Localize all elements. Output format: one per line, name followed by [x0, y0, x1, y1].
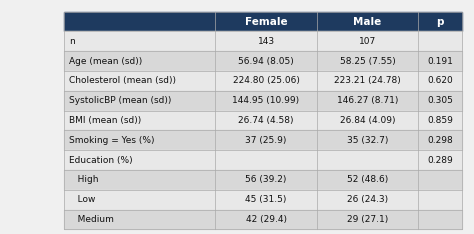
Bar — [64, 111, 215, 130]
Bar — [215, 91, 317, 111]
Bar — [317, 111, 419, 130]
Bar — [215, 150, 317, 170]
Bar — [64, 91, 215, 111]
Bar — [215, 51, 317, 71]
Text: 35 (32.7): 35 (32.7) — [347, 136, 388, 145]
Text: 0.191: 0.191 — [428, 57, 453, 66]
Text: 0.859: 0.859 — [428, 116, 453, 125]
Text: Low: Low — [69, 195, 95, 204]
Bar — [419, 150, 462, 170]
Bar — [215, 190, 317, 209]
Text: 0.298: 0.298 — [428, 136, 453, 145]
Bar — [215, 170, 317, 190]
Text: 107: 107 — [359, 37, 376, 46]
Bar — [317, 71, 419, 91]
Text: 29 (27.1): 29 (27.1) — [347, 215, 388, 224]
Text: 144.95 (10.99): 144.95 (10.99) — [232, 96, 300, 105]
Text: 26.74 (4.58): 26.74 (4.58) — [238, 116, 294, 125]
Text: Male: Male — [354, 17, 382, 27]
Text: 0.305: 0.305 — [428, 96, 453, 105]
Bar — [317, 51, 419, 71]
Text: BMI (mean (sd)): BMI (mean (sd)) — [69, 116, 141, 125]
Bar — [419, 32, 462, 51]
Text: Age (mean (sd)): Age (mean (sd)) — [69, 57, 142, 66]
Bar — [317, 12, 419, 32]
Text: 224.80 (25.06): 224.80 (25.06) — [233, 77, 300, 85]
Text: Smoking = Yes (%): Smoking = Yes (%) — [69, 136, 154, 145]
Text: 0.289: 0.289 — [428, 156, 453, 165]
Bar — [215, 12, 317, 32]
Bar — [419, 209, 462, 229]
Text: 26 (24.3): 26 (24.3) — [347, 195, 388, 204]
Text: 52 (48.6): 52 (48.6) — [347, 175, 388, 184]
Bar — [317, 91, 419, 111]
Text: Cholesterol (mean (sd)): Cholesterol (mean (sd)) — [69, 77, 176, 85]
Text: p: p — [437, 17, 444, 27]
Text: SystolicBP (mean (sd)): SystolicBP (mean (sd)) — [69, 96, 171, 105]
Bar — [215, 32, 317, 51]
Bar — [317, 209, 419, 229]
Bar — [64, 12, 215, 32]
Text: High: High — [69, 175, 98, 184]
Bar — [317, 32, 419, 51]
Text: 42 (29.4): 42 (29.4) — [246, 215, 287, 224]
Bar — [419, 71, 462, 91]
Bar — [419, 12, 462, 32]
Bar — [64, 170, 215, 190]
Bar — [419, 111, 462, 130]
Text: n: n — [69, 37, 74, 46]
Bar — [215, 111, 317, 130]
Text: 56 (39.2): 56 (39.2) — [246, 175, 287, 184]
Bar — [215, 130, 317, 150]
Bar — [64, 150, 215, 170]
Text: 223.21 (24.78): 223.21 (24.78) — [334, 77, 401, 85]
Bar — [64, 71, 215, 91]
Bar — [215, 71, 317, 91]
Bar — [317, 170, 419, 190]
Text: 45 (31.5): 45 (31.5) — [246, 195, 287, 204]
Bar — [317, 150, 419, 170]
Text: Female: Female — [245, 17, 287, 27]
Bar — [419, 91, 462, 111]
Text: 37 (25.9): 37 (25.9) — [246, 136, 287, 145]
Text: Medium: Medium — [69, 215, 114, 224]
Bar — [419, 170, 462, 190]
Bar — [64, 12, 462, 229]
Text: 146.27 (8.71): 146.27 (8.71) — [337, 96, 398, 105]
Bar — [317, 130, 419, 150]
Text: 58.25 (7.55): 58.25 (7.55) — [340, 57, 395, 66]
Bar — [419, 190, 462, 209]
Bar — [215, 209, 317, 229]
Text: 0.620: 0.620 — [428, 77, 453, 85]
Text: Education (%): Education (%) — [69, 156, 132, 165]
Bar — [419, 51, 462, 71]
Bar — [64, 32, 215, 51]
Bar — [419, 130, 462, 150]
Bar — [64, 130, 215, 150]
Bar — [64, 190, 215, 209]
Bar — [64, 51, 215, 71]
Bar — [64, 209, 215, 229]
Text: 26.84 (4.09): 26.84 (4.09) — [340, 116, 395, 125]
Bar — [317, 190, 419, 209]
Text: 143: 143 — [257, 37, 274, 46]
Text: 56.94 (8.05): 56.94 (8.05) — [238, 57, 294, 66]
